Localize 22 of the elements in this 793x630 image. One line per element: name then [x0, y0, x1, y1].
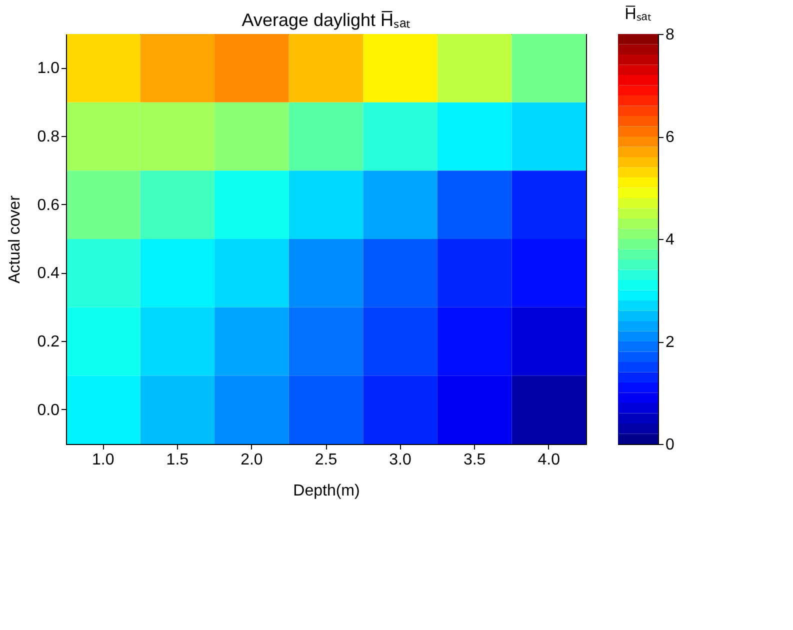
- x-tick-label: 4.0: [538, 452, 560, 468]
- y-tick-label: 0.0: [37, 402, 60, 419]
- color-bar-label: 4: [666, 232, 674, 248]
- color-bar-title: H̅ₛₐₜ: [624, 5, 652, 23]
- x-tick-label: 2.0: [240, 452, 263, 468]
- x-tick-label: 1.0: [92, 452, 114, 468]
- x-tick-label: 1.5: [166, 452, 189, 468]
- x-tick-label: 3.0: [389, 452, 412, 468]
- x-tick-label: 3.5: [463, 452, 486, 468]
- y-tick-label: 0.4: [37, 265, 60, 282]
- y-tick-label: 0.8: [37, 128, 60, 146]
- x-axis-title: Depth(m): [293, 482, 360, 500]
- color-bar-label: 0: [666, 436, 674, 454]
- color-bar-label: 6: [666, 129, 674, 146]
- color-bar-label: 8: [666, 26, 674, 44]
- y-tick-label: 1.0: [37, 60, 60, 78]
- chart-title: Average daylight H̅ₛₐₜ: [242, 10, 410, 30]
- color-bar-label: 2: [666, 334, 674, 351]
- x-tick-label: 2.5: [314, 452, 338, 468]
- y-tick-label: 0.2: [37, 334, 60, 350]
- y-axis-title: Actual cover: [6, 194, 24, 284]
- y-tick-label: 0.6: [37, 196, 60, 214]
